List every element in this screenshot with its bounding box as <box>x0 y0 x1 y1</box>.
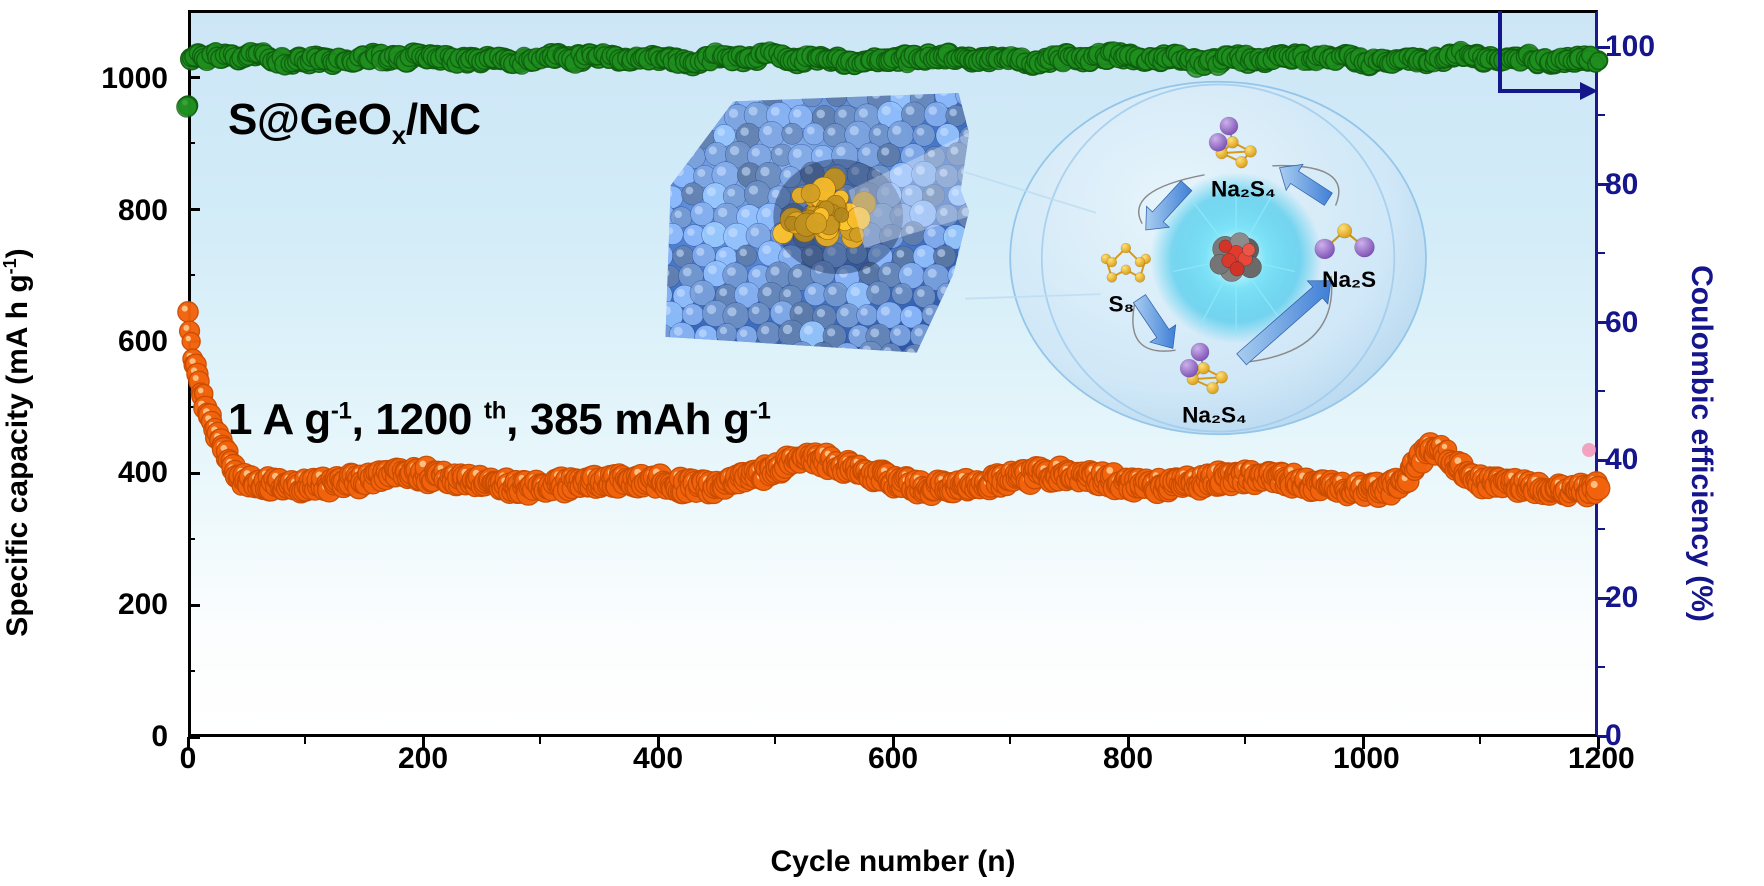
svg-text:Na₂S: Na₂S <box>1322 267 1376 292</box>
svg-text:S₈: S₈ <box>1109 291 1135 316</box>
svg-text:Na₂S₄: Na₂S₄ <box>1211 177 1276 202</box>
svg-text:Na₂S₄: Na₂S₄ <box>1182 402 1247 427</box>
